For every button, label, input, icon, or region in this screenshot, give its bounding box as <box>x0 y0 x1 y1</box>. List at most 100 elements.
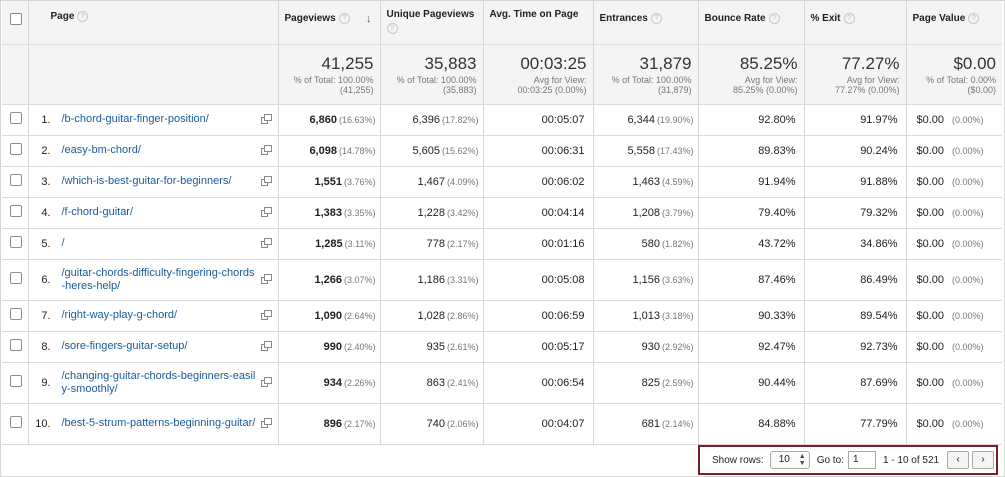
data-rows: 1. /b-chord-guitar-finger-position/6,860 (… <box>2 104 1002 445</box>
page-value-value: $0.00 <box>916 417 945 430</box>
table-row[interactable]: 1./b-chord-guitar-finger-position/6,860(… <box>2 104 1002 136</box>
help-icon[interactable]: ? <box>768 13 780 24</box>
open-external-icon[interactable] <box>260 206 272 217</box>
pageviews-value: 6,860 <box>309 113 337 126</box>
col-header-avg-time[interactable]: Avg. Time on Page <box>483 1 594 45</box>
page-path-link[interactable]: /f-chord-guitar/ <box>61 206 134 218</box>
page-path-link[interactable]: /right-way-play-g-chord/ <box>61 309 178 321</box>
pageviews-cell: 1,551 (3.76%) <box>278 166 381 198</box>
pageviews-cell: 1,285 (3.11%) <box>278 228 381 260</box>
sort-descending-icon[interactable]: ↓ <box>366 13 372 25</box>
help-icon[interactable]: ? <box>338 13 350 24</box>
row-checkbox[interactable] <box>10 339 22 351</box>
table-row[interactable]: 6. /guitar-chords-difficulty-fingering-ch… <box>2 259 1002 301</box>
page-path-link[interactable]: /changing-guitar-chords-beginners-easily… <box>61 369 256 395</box>
pageviews-pct: (2.64%) <box>343 310 376 321</box>
row-rank: 1. <box>41 113 51 126</box>
page-value-cell: $0.00 (0.00%) <box>906 166 1002 198</box>
summary-exit: 77.27% Avg for View: 77.27% (0.00%) <box>804 44 907 105</box>
avg-time-value: 00:05:17 <box>541 340 585 353</box>
page-value-pct: (0.00%) <box>952 418 984 429</box>
page-cell: 8. /sore-fingers-guitar-setup/ <box>28 331 279 363</box>
open-external-icon[interactable] <box>260 237 272 248</box>
open-external-icon[interactable] <box>260 376 272 387</box>
table-row[interactable]: 5./1,285 (3.11%) 778 (2.17%) 00:01:16 580 (1.8… <box>2 228 1002 260</box>
page-path-link[interactable]: /guitar-chords-difficulty-fingering-chor… <box>61 266 255 292</box>
open-external-icon[interactable] <box>260 340 272 351</box>
help-icon[interactable]: ? <box>386 23 398 34</box>
open-external-icon[interactable] <box>260 309 272 320</box>
page-value-value: $0.00 <box>916 376 945 389</box>
page-value-cell: $0.00 (0.00%) <box>906 362 1002 404</box>
row-rank: 2. <box>41 144 51 157</box>
help-icon[interactable]: ? <box>843 13 855 24</box>
page-cell: 9. /changing-guitar-chords-beginners-easi… <box>28 362 279 404</box>
open-external-icon[interactable] <box>260 113 272 124</box>
avg-time-value: 00:05:08 <box>541 273 585 286</box>
page-value-cell: $0.00 (0.00%) <box>906 228 1002 260</box>
col-header-pageviews[interactable]: Pageviews? ↓ <box>278 1 381 45</box>
show-rows-select[interactable]: 10 ▲ ▼ <box>769 451 810 469</box>
entrances-cell: 5,558 (17.43%) <box>593 135 699 167</box>
help-icon[interactable]: ? <box>77 11 89 22</box>
row-checkbox[interactable] <box>10 143 22 155</box>
col-label-exit: % Exit <box>810 13 841 25</box>
row-checkbox[interactable] <box>10 174 22 186</box>
help-icon[interactable]: ? <box>968 13 980 24</box>
row-checkbox[interactable] <box>10 375 22 387</box>
page-value-value: $0.00 <box>916 237 945 250</box>
entrances-pct: (1.82%) <box>661 238 694 249</box>
open-external-icon[interactable] <box>260 144 272 155</box>
open-external-icon[interactable] <box>260 175 272 186</box>
header-row: Page? Pageviews? ↓ Unique Pageviews? Avg.… <box>2 1 1002 45</box>
page-path-link[interactable]: /easy-bm-chord/ <box>61 144 141 156</box>
row-checkbox[interactable] <box>10 205 22 217</box>
unique-pageviews-value: 1,028 <box>417 309 445 322</box>
table-row[interactable]: 9. /changing-guitar-chords-beginners-easi… <box>2 362 1002 404</box>
next-page-button[interactable]: › <box>972 451 995 469</box>
page-value-pct: (0.00%) <box>952 176 984 187</box>
table-row[interactable]: 10. /best-5-strum-patterns-beginning-guit… <box>2 403 1002 445</box>
page-path-link[interactable]: / <box>61 237 65 249</box>
col-header-entrances[interactable]: Entrances? <box>593 1 699 45</box>
exit-value: 91.97% <box>860 113 898 126</box>
row-checkbox[interactable] <box>10 236 22 248</box>
unique-pageviews-cell: 778 (2.17%) <box>380 228 484 260</box>
col-label-avg-time: Avg. Time on Page <box>489 9 579 20</box>
col-header-page-value[interactable]: Page Value? <box>906 1 1002 45</box>
col-header-unique-pageviews[interactable]: Unique Pageviews? <box>380 1 484 45</box>
prev-page-button[interactable]: ‹ <box>947 451 970 469</box>
row-checkbox[interactable] <box>10 308 22 320</box>
page-value-cell: $0.00 (0.00%) <box>906 403 1002 445</box>
goto-input[interactable]: 1 <box>847 451 876 469</box>
row-checkbox-cell <box>2 197 29 229</box>
table-row[interactable]: 8./sore-fingers-guitar-setup/990 (2.40%) 9… <box>2 331 1002 363</box>
select-all-checkbox[interactable] <box>10 13 22 25</box>
table-row[interactable]: 7./right-way-play-g-chord/1,090 (2.64%) 1,… <box>2 300 1002 332</box>
open-external-icon[interactable] <box>260 273 272 284</box>
unique-pageviews-value: 1,186 <box>417 273 445 286</box>
entrances-pct: (3.18%) <box>661 310 694 321</box>
open-external-icon[interactable] <box>260 417 272 428</box>
row-checkbox[interactable] <box>10 112 22 124</box>
entrances-cell: 6,344 (19.90%) <box>593 104 699 136</box>
table-row[interactable]: 2./easy-bm-chord/6,098 (14.78%) 5,605 (15.6… <box>2 135 1002 167</box>
help-icon[interactable]: ? <box>650 13 662 24</box>
page-path-link[interactable]: /b-chord-guitar-finger-position/ <box>61 113 209 125</box>
unique-pageviews-cell: 1,028 (2.86%) <box>380 300 484 332</box>
table-row[interactable]: 3. /which-is-best-guitar-for-beginners/1,… <box>2 166 1002 198</box>
pageviews-pct: (2.26%) <box>343 377 376 388</box>
col-header-page[interactable]: Page? <box>28 1 279 45</box>
col-header-exit[interactable]: % Exit? <box>804 1 907 45</box>
row-checkbox[interactable] <box>10 416 22 428</box>
col-header-bounce-rate[interactable]: Bounce Rate? <box>698 1 805 45</box>
avg-time-cell: 00:04:07 <box>483 403 594 445</box>
table-row[interactable]: 4./f-chord-guitar/1,383 (3.35%) 1,228 (3.42… <box>2 197 1002 229</box>
page-path-link[interactable]: /sore-fingers-guitar-setup/ <box>61 340 188 352</box>
page-path-link[interactable]: /best-5-strum-patterns-beginning-guitar/ <box>61 417 256 429</box>
page-path-link[interactable]: /which-is-best-guitar-for-beginners/ <box>61 175 232 187</box>
col-label-unique-pageviews: Unique Pageviews <box>386 9 475 20</box>
row-checkbox[interactable] <box>10 272 22 284</box>
pagination-bar: Show rows: 10 ▲ ▼ Go to: 1 1 - 10 of 521 ‹… <box>698 445 998 475</box>
